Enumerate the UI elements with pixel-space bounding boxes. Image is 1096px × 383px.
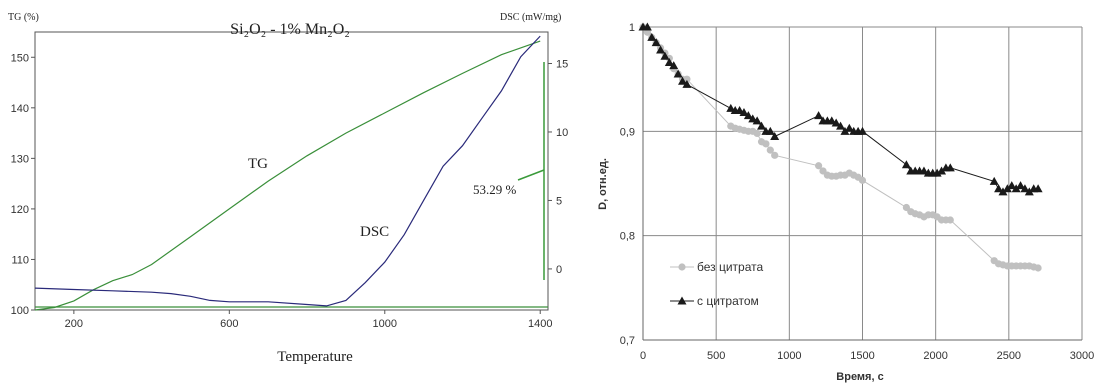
data-point-with-citrate — [651, 38, 661, 47]
data-point-with-citrate — [840, 126, 850, 135]
series-line-tg — [34, 40, 541, 311]
annotation-leader-line — [517, 169, 545, 181]
data-point-with-citrate — [757, 121, 767, 130]
x-axis-label: Temperature — [277, 349, 353, 365]
data-point-with-citrate — [814, 111, 824, 120]
data-point-with-citrate — [1002, 184, 1012, 193]
data-point-with-citrate — [642, 22, 652, 31]
x-tick-label: 1000 — [373, 318, 397, 330]
data-point-with-citrate — [660, 51, 670, 60]
legend-label: с цитратом — [697, 294, 759, 308]
y-left-tick-label: 140 — [11, 103, 29, 115]
data-point-with-citrate — [1024, 187, 1034, 196]
data-point-with-citrate — [682, 79, 692, 88]
data-point-with-citrate — [932, 168, 942, 177]
series-line-with-citrate — [643, 26, 1039, 193]
data-point-without-citrate — [762, 140, 770, 148]
y-right-tick-label: 5 — [556, 195, 562, 207]
x-tick-label: 200 — [65, 318, 83, 330]
data-point-with-citrate — [989, 176, 999, 185]
data-point-with-citrate — [1020, 184, 1030, 193]
x-tick-label: 1400 — [528, 318, 552, 330]
data-point-with-citrate — [1033, 184, 1043, 193]
data-point-with-citrate — [669, 61, 679, 70]
data-point-with-citrate — [743, 111, 753, 120]
data-point-without-citrate — [683, 75, 691, 83]
y-tick-label: 0,8 — [620, 231, 635, 243]
x-axis-label: Время, с — [836, 371, 883, 383]
data-point-with-citrate — [1011, 184, 1021, 193]
legend-label: без цитрата — [697, 260, 764, 274]
y-tick-label: 0,9 — [620, 126, 635, 138]
data-point-with-citrate — [994, 184, 1004, 193]
x-tick-label: 2000 — [923, 350, 947, 362]
y-left-axis-label: TG (%) — [8, 12, 39, 23]
x-tick-label: 0 — [640, 350, 646, 362]
data-point-with-citrate — [752, 116, 762, 125]
y-right-tick-label: 0 — [556, 264, 562, 276]
legend-marker-triangle — [677, 296, 687, 305]
data-point-without-citrate — [771, 151, 779, 159]
data-point-with-citrate — [998, 187, 1008, 196]
data-point-with-citrate — [739, 108, 749, 117]
data-point-with-citrate — [1007, 181, 1017, 190]
y-left-tick-label: 110 — [11, 254, 29, 266]
data-point-with-citrate — [858, 126, 867, 135]
y-left-tick-label: 100 — [11, 305, 29, 317]
plot-frame — [34, 31, 549, 311]
y-right-tick-label: 10 — [556, 127, 568, 139]
data-point-with-citrate — [901, 160, 911, 169]
x-tick-label: 600 — [220, 318, 238, 330]
data-point-with-citrate — [836, 121, 846, 130]
data-point-without-citrate — [858, 176, 867, 184]
data-point-with-citrate — [765, 126, 775, 135]
x-tick-label: 500 — [707, 350, 725, 362]
data-point-without-citrate — [766, 146, 774, 154]
data-point-with-citrate — [831, 118, 841, 127]
data-point-with-citrate — [664, 57, 674, 66]
series-line-dsc — [34, 35, 541, 307]
data-point-with-citrate — [673, 69, 683, 78]
y-axis-label: D, отн.ед. — [597, 158, 609, 210]
series-label-tg: TG — [248, 156, 268, 172]
data-point-with-citrate — [647, 32, 657, 41]
data-point-with-citrate — [770, 132, 780, 141]
series-line-without-citrate — [642, 26, 1039, 269]
data-point-with-citrate — [844, 123, 854, 132]
data-point-with-citrate — [656, 45, 666, 54]
y-tick-label: 1 — [629, 22, 635, 34]
x-tick-label: 1000 — [777, 350, 801, 362]
y-left-tick-label: 130 — [11, 153, 29, 165]
y-left-tick-label: 150 — [11, 52, 29, 64]
data-point-without-citrate — [1034, 264, 1042, 272]
data-point-with-citrate — [937, 166, 947, 175]
x-tick-label: 2500 — [997, 350, 1021, 362]
x-tick-label: 3000 — [1070, 350, 1094, 362]
data-point-without-citrate — [815, 162, 823, 170]
optical-density-chart: 0 500 1000 1500 2000 2500 3000 0,7 0,8 0,9 1 Время,… — [597, 22, 1094, 383]
legend-marker-circle — [678, 263, 686, 271]
mass-loss-annotation: 53.29 % — [473, 182, 517, 197]
y-tick-label: 0,7 — [620, 335, 635, 347]
data-point-without-citrate — [753, 129, 761, 138]
data-point-with-citrate — [945, 163, 955, 172]
tg-dsc-chart: 200 600 1000 1400 100 110 120 130 140 150 0 5 10 15 TG… — [8, 12, 568, 365]
data-point-with-citrate — [1016, 181, 1026, 190]
y-right-tick-label: 15 — [556, 58, 568, 70]
y-right-axis-label: DSC (mW/mg) — [500, 12, 561, 23]
series-label-dsc: DSC — [360, 224, 389, 240]
x-tick-label: 1500 — [850, 350, 874, 362]
data-point-without-citrate — [946, 216, 954, 224]
data-point-with-citrate — [678, 76, 688, 85]
chart-title: Si₂O₂ - 1% Mn₂O₂ — [230, 21, 350, 38]
y-left-tick-label: 120 — [11, 204, 29, 216]
